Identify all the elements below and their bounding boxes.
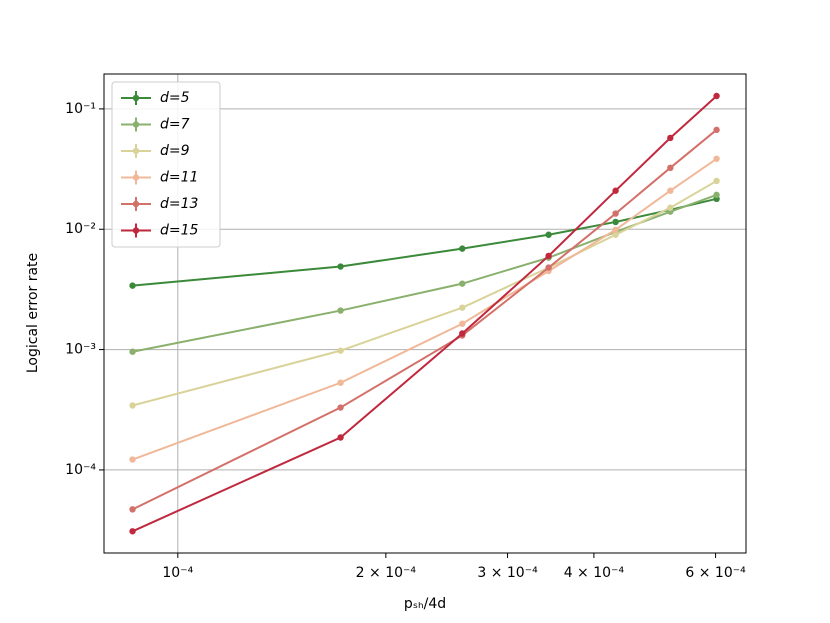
data-point xyxy=(337,263,344,270)
legend-marker xyxy=(132,147,140,155)
data-point xyxy=(713,126,720,134)
data-point xyxy=(337,379,344,386)
y-tick-label: 10⁻⁴ xyxy=(65,462,96,478)
data-point xyxy=(129,282,136,289)
legend-marker xyxy=(132,174,140,181)
x-tick-label: 2 × 10⁻⁴ xyxy=(356,565,417,581)
legend-label: d=11 xyxy=(160,170,198,186)
data-point xyxy=(545,252,552,260)
legend-marker xyxy=(132,121,140,128)
data-point xyxy=(612,218,619,226)
legend-box xyxy=(111,81,221,248)
x-tick-label: 10⁻⁴ xyxy=(162,565,193,581)
x-tick-label: 6 × 10⁻⁴ xyxy=(685,565,746,581)
x-tick-label: 3 × 10⁻⁴ xyxy=(477,565,538,581)
legend-marker xyxy=(132,94,140,102)
data-point xyxy=(459,304,466,311)
legend-label: d=15 xyxy=(160,223,199,239)
data-point xyxy=(129,402,136,409)
legend-label: d=13 xyxy=(160,196,198,212)
data-point xyxy=(459,330,466,337)
legend-marker xyxy=(132,227,140,234)
legend-label: d=5 xyxy=(160,90,190,106)
data-point xyxy=(337,404,344,411)
data-point xyxy=(129,506,136,513)
data-point xyxy=(545,264,552,271)
data-point xyxy=(612,187,619,194)
data-point xyxy=(667,134,674,142)
data-point xyxy=(129,456,136,463)
y-tick-label: 10⁻² xyxy=(65,221,96,237)
data-point xyxy=(667,204,674,211)
data-point xyxy=(612,210,619,217)
x-tick-label: 4 × 10⁻⁴ xyxy=(564,565,625,581)
legend-marker xyxy=(132,200,140,208)
data-point xyxy=(337,347,344,354)
data-point xyxy=(713,155,720,162)
data-point xyxy=(667,187,674,194)
data-point xyxy=(713,92,720,100)
x-axis-label: pₛₕ/4d xyxy=(404,596,446,612)
data-point xyxy=(713,177,720,185)
y-axis-label: Logical error rate xyxy=(25,253,41,373)
data-point xyxy=(337,307,344,314)
data-point xyxy=(337,434,344,441)
data-point xyxy=(713,191,720,199)
data-point xyxy=(459,245,466,252)
data-point xyxy=(459,280,466,287)
legend-label: d=7 xyxy=(160,117,190,133)
data-point xyxy=(129,348,136,355)
y-tick-label: 10⁻¹ xyxy=(65,101,96,117)
y-tick-label: 10⁻³ xyxy=(65,342,96,358)
data-point xyxy=(459,320,466,327)
plot-frame xyxy=(103,73,747,554)
data-point xyxy=(612,226,619,233)
data-point xyxy=(667,164,674,172)
data-point xyxy=(129,528,136,535)
legend-label: d=9 xyxy=(160,143,190,159)
data-point xyxy=(545,231,552,238)
data-point xyxy=(612,231,619,238)
